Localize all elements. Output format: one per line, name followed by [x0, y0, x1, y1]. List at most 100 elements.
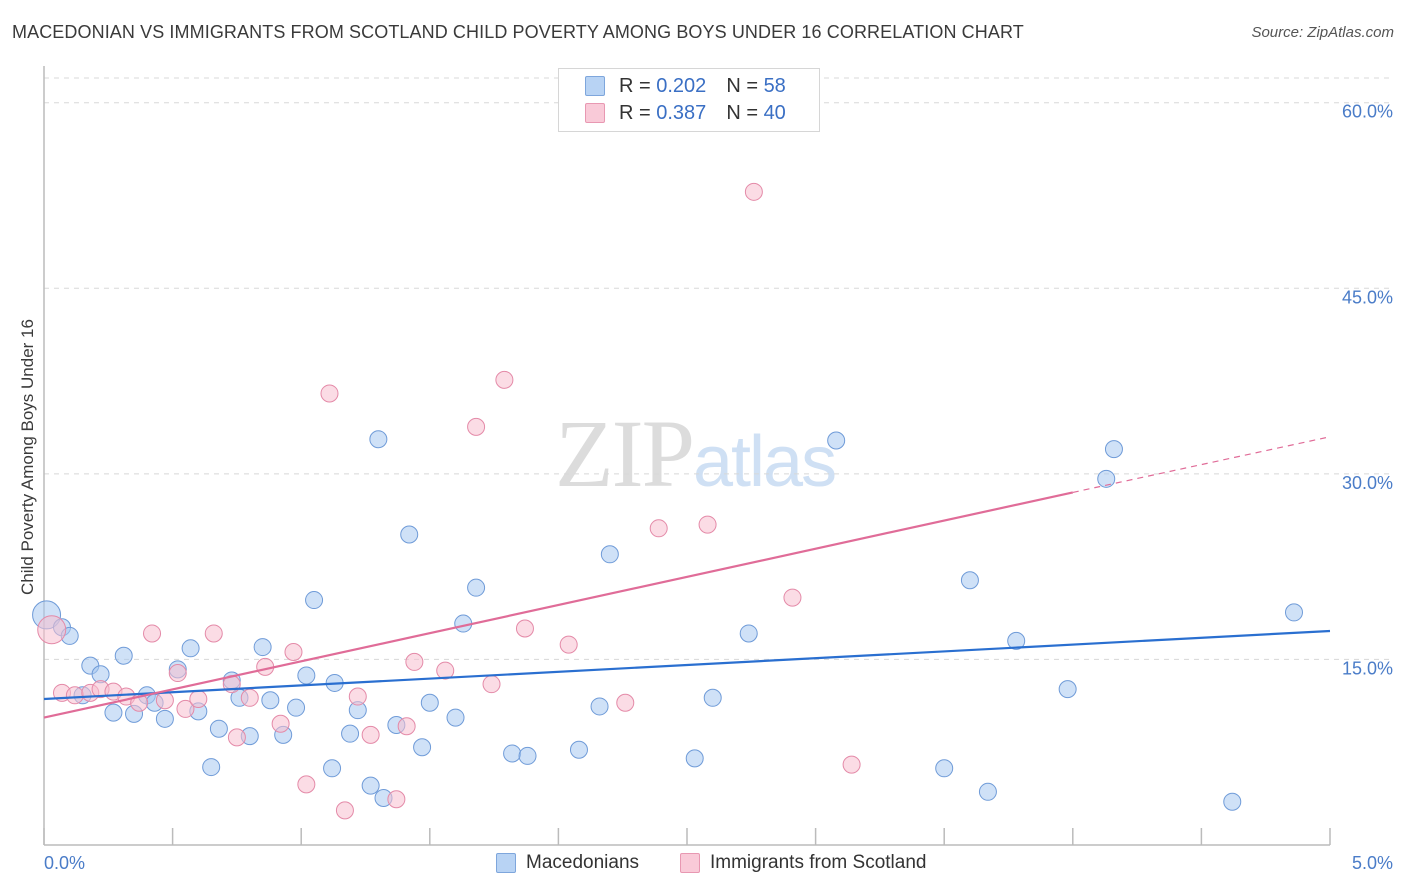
- data-point-scotland: [783, 588, 802, 607]
- legend-r-label: R =: [619, 101, 657, 124]
- data-point-macedonians: [503, 744, 522, 763]
- data-point-macedonians: [305, 591, 324, 610]
- data-point-scotland: [65, 686, 84, 705]
- series-immigrants-from-scotland: [37, 182, 861, 820]
- legend-r-value: 0.387: [656, 101, 707, 124]
- x-tick-label: 0.0%: [44, 853, 85, 873]
- data-point-macedonians: [600, 545, 619, 564]
- data-point-scotland: [698, 515, 717, 534]
- data-point-scotland: [616, 693, 635, 712]
- legend-n-label: N =: [726, 101, 764, 124]
- tick-labels: 15.0% 30.0% 45.0% 60.0% 0.0% 5.0%: [44, 102, 1393, 873]
- data-point-scotland: [143, 624, 162, 643]
- data-point-scotland: [467, 417, 486, 436]
- data-point-macedonians: [978, 782, 997, 801]
- data-point-macedonians: [1097, 469, 1116, 488]
- trend-line-macedonians: [43, 629, 1331, 701]
- data-point-scotland: [482, 675, 501, 694]
- data-point-macedonians: [181, 639, 200, 658]
- data-point-macedonians: [739, 624, 758, 643]
- legend-n-label: N =: [726, 74, 764, 97]
- data-point-scotland: [204, 624, 223, 643]
- data-point-macedonians: [827, 431, 846, 450]
- data-point-scotland: [335, 801, 354, 820]
- data-point-macedonians: [518, 746, 537, 765]
- data-point-scotland: [405, 652, 424, 671]
- data-point-scotland: [297, 775, 316, 794]
- series-legend: Macedonians Immigrants from Scotland: [0, 852, 1406, 878]
- data-point-macedonians: [104, 703, 123, 722]
- data-point-scotland: [515, 619, 534, 638]
- data-point-scotland: [348, 687, 367, 706]
- stats-legend: R = 0.202 N = 58 R = 0.387 N = 40: [558, 68, 820, 132]
- chart-title: MACEDONIAN VS IMMIGRANTS FROM SCOTLAND C…: [12, 22, 1024, 42]
- data-point-macedonians: [1007, 631, 1026, 650]
- data-point-macedonians: [287, 698, 306, 717]
- series-macedonians: [32, 430, 1303, 811]
- data-point-scotland: [361, 725, 380, 744]
- data-point-scotland: [744, 182, 763, 201]
- source-label: Source: ZipAtlas.com: [1251, 24, 1394, 41]
- data-point-macedonians: [114, 646, 133, 665]
- y-tick-label: 30.0%: [1342, 473, 1393, 493]
- legend-swatch-blue: [496, 853, 516, 873]
- data-point-scotland: [176, 699, 195, 718]
- watermark: ZIPatlas: [555, 398, 837, 509]
- data-point-macedonians: [590, 697, 609, 716]
- data-point-macedonians: [253, 638, 272, 657]
- data-point-scotland: [155, 691, 174, 710]
- data-point-scotland: [271, 714, 290, 733]
- data-point-macedonians: [1223, 792, 1242, 811]
- data-point-macedonians: [1058, 680, 1077, 699]
- data-point-macedonians: [413, 738, 432, 757]
- data-point-macedonians: [297, 666, 316, 685]
- legend-n-value: 58: [763, 74, 786, 97]
- legend-row-macedonians: R = 0.202 N = 58: [585, 74, 786, 98]
- data-point-macedonians: [209, 719, 228, 738]
- data-point-macedonians: [361, 776, 380, 795]
- data-point-macedonians: [155, 709, 174, 728]
- data-point-scotland: [240, 688, 259, 707]
- data-point-macedonians: [467, 578, 486, 597]
- trend-lines: [43, 436, 1331, 719]
- y-tick-label: 45.0%: [1342, 287, 1393, 307]
- legend-label-macedonians: Macedonians: [526, 852, 640, 873]
- data-point-scotland: [168, 664, 187, 683]
- legend-swatch-pink: [585, 103, 605, 123]
- x-tick-label: 5.0%: [1352, 853, 1393, 873]
- gridlines: [44, 77, 1392, 660]
- data-point-macedonians: [261, 691, 280, 710]
- axes: [43, 66, 1331, 846]
- data-point-macedonians: [420, 693, 439, 712]
- data-point-macedonians: [703, 688, 722, 707]
- legend-n-value: 40: [763, 101, 786, 124]
- data-point-macedonians: [369, 430, 388, 449]
- data-point-scotland: [189, 690, 208, 709]
- data-point-macedonians: [569, 740, 588, 759]
- data-point-scotland: [387, 790, 406, 809]
- watermark-atlas: atlas: [693, 422, 837, 502]
- data-point-scotland: [37, 615, 67, 645]
- data-point-scotland: [320, 384, 339, 403]
- y-axis-title: Child Poverty Among Boys Under 16: [18, 319, 37, 595]
- y-tick-label: 60.0%: [1342, 102, 1393, 122]
- data-point-scotland: [227, 728, 246, 747]
- y-tick-label: 15.0%: [1342, 658, 1393, 678]
- data-point-macedonians: [960, 571, 979, 590]
- legend-label-scotland: Immigrants from Scotland: [710, 852, 927, 873]
- watermark-zip: ZIP: [555, 400, 695, 507]
- legend-r-label: R =: [619, 74, 657, 97]
- data-point-scotland: [842, 755, 861, 774]
- data-point-scotland: [397, 717, 416, 736]
- data-point-scotland: [649, 519, 668, 538]
- legend-item-scotland: Immigrants from Scotland: [680, 852, 926, 874]
- data-point-macedonians: [685, 749, 704, 768]
- data-point-macedonians: [202, 758, 221, 777]
- legend-row-scotland: R = 0.387 N = 40: [585, 101, 786, 125]
- trend-line-scotland: [43, 491, 1074, 719]
- legend-item-macedonians: Macedonians: [496, 852, 639, 874]
- data-point-macedonians: [323, 759, 342, 778]
- data-point-scotland: [436, 661, 455, 680]
- data-point-macedonians: [935, 759, 954, 778]
